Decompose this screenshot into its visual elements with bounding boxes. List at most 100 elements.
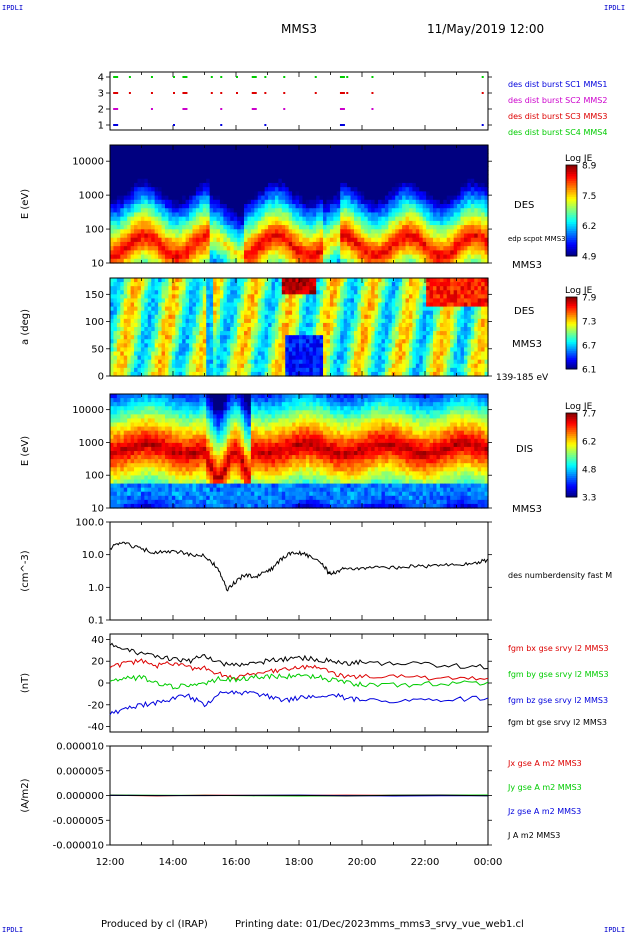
colorbar-cell xyxy=(566,187,577,191)
heatmap-cell xyxy=(237,331,242,336)
heatmap-cell xyxy=(158,314,163,320)
heatmap-cell xyxy=(357,278,362,283)
heatmap-cell xyxy=(161,371,166,377)
heatmap-cell xyxy=(130,322,135,328)
heatmap-cell xyxy=(164,208,170,214)
heatmap-cell xyxy=(302,208,307,214)
heatmap-cell xyxy=(357,220,362,226)
heatmap-cell xyxy=(436,191,441,197)
heatmap-cell xyxy=(278,187,283,192)
heatmap-cell xyxy=(264,339,269,344)
heatmap-cell xyxy=(453,216,458,222)
heatmap-cell xyxy=(329,170,334,176)
heatmap-cell xyxy=(168,298,173,304)
heatmap-cell xyxy=(367,204,372,209)
heatmap-cell xyxy=(381,195,386,201)
heatmap-cell xyxy=(285,204,290,209)
heatmap-cell xyxy=(281,170,286,176)
heatmap-cell xyxy=(154,254,159,260)
heatmap-cell xyxy=(206,335,211,340)
heatmap-cell xyxy=(123,306,128,312)
heatmap-cell xyxy=(226,145,231,150)
heatmap-cell xyxy=(268,220,273,226)
date-time-title: 11/May/2019 12:00 xyxy=(427,22,545,36)
heatmap-cell xyxy=(281,359,286,365)
heatmap-cell xyxy=(230,318,235,324)
heatmap-cell xyxy=(309,204,314,209)
heatmap-cell xyxy=(134,204,139,209)
heatmap-cell xyxy=(292,233,297,239)
heatmap-cell xyxy=(171,225,176,230)
colorbar-cell xyxy=(566,244,577,248)
heatmap-cell xyxy=(336,216,341,222)
heatmap-cell xyxy=(268,233,273,239)
heatmap-cell xyxy=(395,241,400,247)
burst-mark xyxy=(220,76,223,78)
heatmap-cell xyxy=(182,246,187,251)
heatmap-cell xyxy=(185,314,190,320)
heatmap-cell xyxy=(137,166,142,171)
heatmap-cell xyxy=(305,351,310,357)
heatmap-cell xyxy=(264,343,269,349)
heatmap-cell xyxy=(254,149,259,155)
heatmap-cell xyxy=(336,166,341,171)
heatmap-cell xyxy=(257,359,262,365)
heatmap-cell xyxy=(123,254,128,260)
heatmap-cell xyxy=(206,187,211,192)
heatmap-cell xyxy=(281,347,286,353)
heatmap-cell xyxy=(164,331,170,336)
heatmap-cell xyxy=(254,327,259,332)
heatmap-cell xyxy=(408,149,413,155)
heatmap-cell xyxy=(350,347,355,353)
heatmap-cell xyxy=(226,302,231,308)
heatmap-cell xyxy=(182,351,187,357)
heatmap-cell xyxy=(364,258,369,264)
heatmap-cell xyxy=(113,310,118,316)
heatmap-cell xyxy=(257,166,262,171)
heatmap-cell xyxy=(154,258,159,264)
heatmap-cell xyxy=(223,298,228,304)
heatmap-cell xyxy=(140,314,145,320)
heatmap-cell xyxy=(147,282,152,287)
heatmap-cell xyxy=(439,153,444,159)
heatmap-cell xyxy=(254,335,259,340)
heatmap-cell xyxy=(264,220,269,226)
heatmap-cell xyxy=(477,178,482,184)
heatmap-cell xyxy=(195,286,200,291)
heatmap-cell xyxy=(113,153,118,159)
heatmap-cell xyxy=(226,371,231,377)
heatmap-cell xyxy=(436,254,441,260)
heatmap-cell xyxy=(164,149,170,155)
heatmap-cell xyxy=(261,355,266,361)
heatmap-cell xyxy=(415,216,420,222)
heatmap-cell xyxy=(357,149,362,155)
heatmap-cell xyxy=(391,233,396,239)
heatmap-cell xyxy=(292,174,297,180)
heatmap-cell xyxy=(164,233,170,239)
heatmap-cell xyxy=(274,174,279,180)
heatmap-cell xyxy=(199,237,204,243)
heatmap-cell xyxy=(388,161,393,167)
heatmap-cell xyxy=(402,208,407,214)
heatmap-cell xyxy=(199,170,204,176)
heatmap-cell xyxy=(202,216,207,222)
heatmap-cell xyxy=(419,161,424,167)
heatmap-cell xyxy=(171,170,176,176)
heatmap-cell xyxy=(329,314,334,320)
heatmap-cell xyxy=(312,359,317,365)
heatmap-cell xyxy=(147,327,152,332)
heatmap-cell xyxy=(213,195,218,201)
heatmap-cell xyxy=(161,182,166,188)
heatmap-cell xyxy=(323,282,328,287)
heatmap-cell xyxy=(329,367,334,373)
heatmap-cell xyxy=(257,161,262,167)
heatmap-cell xyxy=(168,343,173,349)
heatmap-cell xyxy=(371,258,376,264)
heatmap-cell xyxy=(216,191,221,197)
heatmap-cell xyxy=(350,282,355,287)
heatmap-cell xyxy=(185,347,190,353)
heatmap-cell xyxy=(305,258,310,264)
heatmap-cell xyxy=(244,351,249,357)
heatmap-cell xyxy=(309,359,314,365)
heatmap-cell xyxy=(281,278,286,283)
